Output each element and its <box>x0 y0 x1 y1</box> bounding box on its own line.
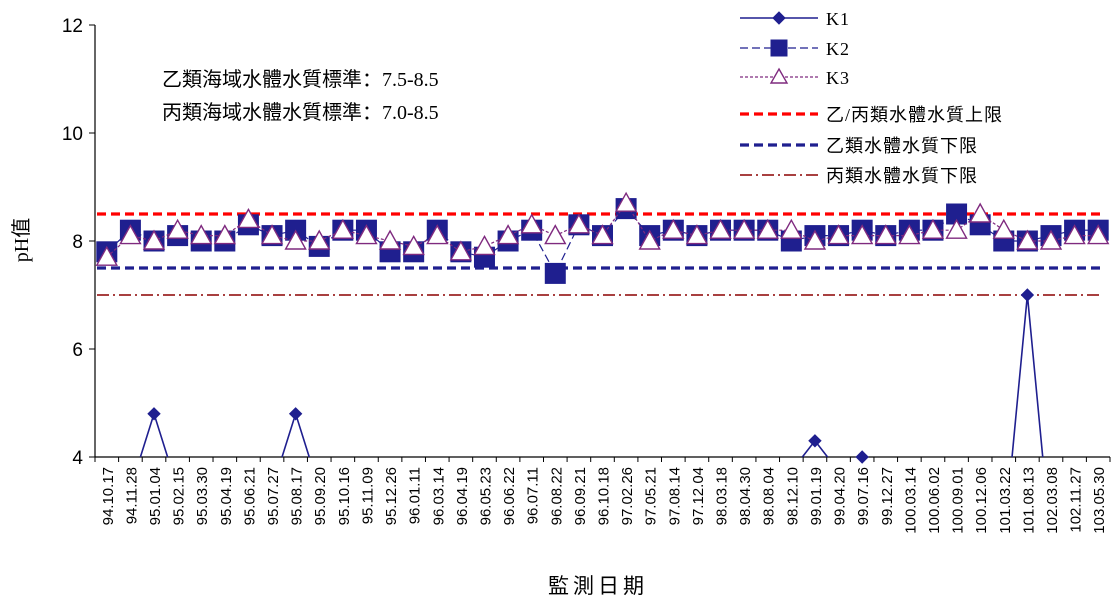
x-tick-label: 96.03.14 <box>430 467 447 525</box>
k1-line-segment <box>1012 295 1043 457</box>
tick-labels: 4 6 8 10 12 94.10.17 94.11.28 95.01.04 95.02.15 9… <box>62 16 1108 534</box>
x-tick-label: 102.03.08 <box>1044 467 1061 534</box>
x-tick-label: 103.05.30 <box>1091 467 1108 534</box>
x-tick-label: 96.04.19 <box>454 467 471 525</box>
x-tick-label: 96.07.11 <box>525 467 542 524</box>
legend-item: 丙類水體水質下限 <box>740 166 978 186</box>
x-tick-label: 95.07.27 <box>265 467 282 525</box>
legend-swatch-marker <box>771 69 787 83</box>
x-tick-label: 95.02.15 <box>171 467 188 525</box>
legend-item: K2 <box>740 39 850 59</box>
y-tick-label: 4 <box>72 448 83 469</box>
series-k2-point <box>545 263 565 283</box>
x-tick-label: 96.09.21 <box>572 467 589 525</box>
x-tick-label: 100.06.02 <box>926 467 943 534</box>
x-tick-label: 96.01.11 <box>407 467 424 524</box>
x-tick-label: 95.10.16 <box>336 467 353 525</box>
x-tick-label: 98.04.30 <box>737 467 754 525</box>
legend-label: 乙類水體水質下限 <box>826 136 978 156</box>
x-tick-label: 95.04.19 <box>218 467 235 525</box>
legend-swatch-marker <box>773 12 785 24</box>
legend-item: 乙/丙類水體水質上限 <box>740 105 1003 125</box>
k1-point <box>290 408 302 420</box>
series-k3-point <box>545 226 565 244</box>
x-tick-label: 97.12.04 <box>690 467 707 525</box>
legend-label: K1 <box>826 9 850 29</box>
y-tick-label: 10 <box>62 124 83 145</box>
y-tick-label: 8 <box>72 232 83 253</box>
series-k3-point <box>994 220 1014 238</box>
series-layer <box>97 193 1108 463</box>
x-tick-label: 100.12.06 <box>973 467 990 534</box>
legend-label: K2 <box>826 39 850 59</box>
annotation-standard-c: 丙類海域水體水質標準：7.0-8.5 <box>162 101 439 124</box>
legend-label: 乙/丙類水體水質上限 <box>826 105 1003 125</box>
x-tick-label: 97.05.21 <box>643 467 660 525</box>
x-tick-label: 95.08.17 <box>289 467 306 525</box>
legend-item: K1 <box>740 9 850 29</box>
x-tick-label: 102.11.27 <box>1068 467 1085 533</box>
annotation-standard-b: 乙類海域水體水質標準：7.5-8.5 <box>162 68 439 91</box>
legend-item: K3 <box>740 68 850 88</box>
k1-point <box>1021 289 1033 301</box>
x-tick-label: 98.03.18 <box>714 467 731 525</box>
x-tick-label: 97.08.14 <box>666 467 683 525</box>
series-k3-point <box>474 236 494 254</box>
x-tick-label: 98.12.10 <box>784 467 801 525</box>
x-tick-label: 101.08.13 <box>1020 467 1037 534</box>
y-axis-label: pH值 <box>10 218 33 262</box>
x-tick-label: 95.01.04 <box>147 467 164 525</box>
x-tick-label: 101.03.22 <box>997 467 1014 534</box>
x-tick-label: 99.12.27 <box>879 467 896 525</box>
x-tick-label: 100.09.01 <box>950 467 967 534</box>
legend-label: 丙類水體水質下限 <box>826 166 978 186</box>
x-tick-label: 99.04.20 <box>832 467 849 525</box>
x-tick-label: 95.09.20 <box>312 467 329 525</box>
x-tick-label: 95.06.21 <box>241 467 258 525</box>
x-tick-label: 94.11.28 <box>123 467 140 524</box>
legend-swatch-marker <box>771 40 787 56</box>
x-axis-label: 監測日期 <box>548 574 648 598</box>
legend-item: 乙類水體水質下限 <box>740 136 978 156</box>
x-tick-label: 96.05.23 <box>478 467 495 525</box>
x-tick-label: 95.03.30 <box>194 467 211 525</box>
x-tick-label: 99.07.16 <box>855 467 872 525</box>
x-tick-label: 97.02.26 <box>619 467 636 525</box>
legend-label: K3 <box>826 68 850 88</box>
k1-point <box>856 451 868 463</box>
k1-point <box>148 408 160 420</box>
series-k1 <box>140 289 1042 463</box>
series-k3-point <box>781 220 801 238</box>
x-tick-label: 95.12.26 <box>383 467 400 525</box>
x-tick-label: 96.06.22 <box>501 467 518 525</box>
x-tick-label: 94.10.17 <box>100 467 117 525</box>
x-tick-label: 95.11.09 <box>360 467 377 524</box>
x-tick-label: 96.10.18 <box>596 467 613 525</box>
x-tick-label: 98.08.04 <box>761 467 778 525</box>
y-tick-label: 6 <box>72 340 83 361</box>
x-tick-label: 96.08.22 <box>548 467 565 525</box>
x-tick-label: 100.03.14 <box>902 467 919 534</box>
x-tick-label: 99.01.19 <box>808 467 825 525</box>
y-tick-label: 12 <box>62 16 83 37</box>
